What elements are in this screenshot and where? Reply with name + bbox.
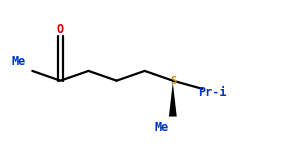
Text: Pr-i: Pr-i [198, 86, 226, 99]
Text: Me: Me [11, 55, 25, 68]
Text: Me: Me [155, 121, 169, 134]
Text: O: O [57, 23, 64, 36]
Polygon shape [169, 82, 177, 117]
Text: S: S [171, 76, 177, 86]
